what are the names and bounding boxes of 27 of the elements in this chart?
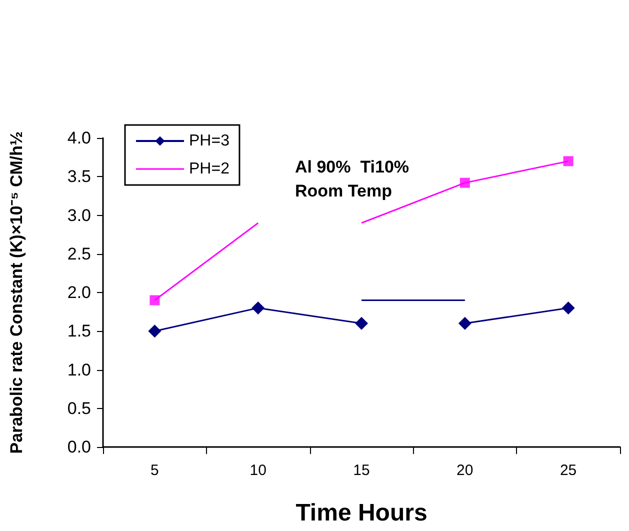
x-axis-title: Time Hours <box>296 500 428 526</box>
x-tick-label: 10 <box>250 462 266 479</box>
x-tick-label: 5 <box>150 462 159 479</box>
y-axis-title: Parabolic rate Constant (K)×10⁻⁵ CM/h½ <box>7 131 26 454</box>
y-tick-label: 1.0 <box>67 360 91 380</box>
y-tick-label: 2.0 <box>67 283 91 302</box>
point <box>148 324 162 338</box>
x-tick-label: 15 <box>353 462 370 479</box>
y-tick-label: 1.5 <box>67 322 91 341</box>
point <box>252 301 265 314</box>
x-tick-label: 25 <box>560 462 577 479</box>
y-tick-label: 2.5 <box>67 244 91 264</box>
point <box>460 178 470 188</box>
x-tick-label: 20 <box>456 462 474 479</box>
text: Al 90% Ti10% Room Temp <box>295 158 410 200</box>
legend-label: PH=3 <box>189 132 230 150</box>
legend-label: PH=2 <box>189 160 230 178</box>
y-tick-label: 3.5 <box>67 167 91 186</box>
point <box>355 316 368 330</box>
y-tick-label: 3.0 <box>67 206 91 225</box>
point <box>458 316 472 330</box>
point <box>563 156 574 166</box>
y-tick-label: 4.0 <box>67 128 91 148</box>
point <box>150 295 160 306</box>
y-tick-label: 0.5 <box>67 398 91 418</box>
y-tick-label: 0.0 <box>67 438 91 456</box>
point <box>562 301 575 314</box>
